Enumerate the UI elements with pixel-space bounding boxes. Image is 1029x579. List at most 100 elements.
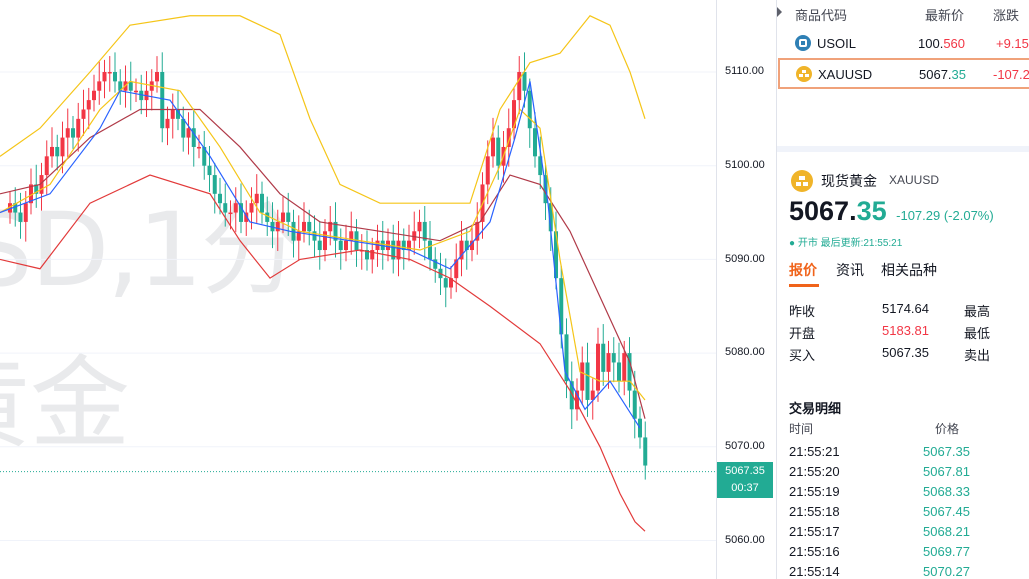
- watchlist-last: 5067.35: [919, 67, 967, 82]
- tab-quote[interactable]: 报价: [789, 262, 817, 278]
- bollinger-upper-line: [0, 15, 646, 204]
- watchlist-col-last[interactable]: 最新价: [925, 8, 965, 23]
- candle-body: [218, 193, 222, 204]
- collapse-icon[interactable]: [777, 7, 787, 17]
- candle-body: [533, 128, 537, 157]
- candle-body: [312, 231, 317, 241]
- candle-body: [365, 250, 369, 260]
- section-divider: [777, 146, 1029, 152]
- candle-body: [71, 128, 75, 138]
- candle-body: [370, 250, 375, 260]
- candle-body: [202, 146, 207, 166]
- candle-body: [606, 353, 611, 372]
- candle-body: [538, 156, 543, 176]
- candle-body: [580, 362, 585, 391]
- candle-body: [512, 100, 516, 129]
- candle-body: [323, 231, 327, 251]
- gold-bars-icon: [796, 66, 812, 82]
- price-axis[interactable]: 5110.00 5100.00 5090.00 5080.00 5070.00 …: [716, 0, 776, 579]
- candle-body: [118, 81, 123, 91]
- candle-body: [18, 212, 23, 222]
- candle-body: [590, 390, 595, 400]
- candle-body: [401, 240, 406, 251]
- candlestick-chart[interactable]: SD,1分 黄金: [0, 0, 716, 579]
- candle-body: [617, 362, 621, 382]
- candle-body: [244, 212, 249, 222]
- candle-body: [433, 259, 438, 269]
- candle-body: [449, 278, 453, 288]
- candle-body: [559, 278, 564, 335]
- detail-tabs: 报价 资讯 相关品种: [789, 258, 1029, 287]
- chart-canvas[interactable]: [0, 0, 716, 579]
- candle-body: [39, 175, 44, 194]
- trade-price: 5068.33: [923, 484, 970, 499]
- candle-body: [55, 146, 60, 157]
- candle-body: [23, 203, 28, 222]
- candle-body: [611, 353, 616, 363]
- tab-related[interactable]: 相关品种: [881, 262, 937, 278]
- candle-body: [34, 184, 39, 194]
- candle-body: [50, 146, 54, 157]
- symbol-code: XAUUSD: [889, 173, 940, 187]
- candle-body: [13, 203, 18, 213]
- candle-body: [254, 193, 259, 204]
- watchlist-row-xauusd[interactable]: XAUUSD 5067.35 -107.2: [778, 58, 1029, 89]
- candle-body: [601, 343, 606, 372]
- candle-body: [113, 72, 117, 82]
- bollinger-lower-line: [0, 174, 646, 532]
- candle-body: [212, 175, 217, 194]
- candle-body: [155, 72, 159, 82]
- candle-body: [643, 437, 648, 466]
- symbol-detail-header: 现货黄金 XAUUSD: [791, 170, 1029, 192]
- candle-body: [548, 203, 553, 232]
- gold-bars-icon: [791, 170, 813, 192]
- candle-body: [265, 212, 270, 222]
- watchlist-col-symbol[interactable]: 商品代码: [795, 8, 848, 23]
- candle-body: [134, 90, 138, 93]
- bar-countdown: 00:37: [731, 482, 759, 494]
- candle-body: [170, 109, 175, 119]
- candle-body: [454, 259, 459, 279]
- candle-body: [485, 156, 490, 185]
- watchlist-col-change[interactable]: 涨跌: [993, 8, 1020, 23]
- trade-time: 21:55:19: [789, 484, 840, 499]
- price-tick: 5070.00: [725, 440, 765, 452]
- candle-body: [443, 278, 448, 288]
- candle-body: [296, 231, 301, 241]
- oil-icon: [795, 35, 811, 51]
- trade-price: 5069.77: [923, 544, 970, 559]
- last-price-value: 5067.35: [725, 465, 765, 477]
- candle-body: [81, 109, 86, 119]
- watchlist-change: -107.2: [993, 67, 1029, 82]
- candle-body: [8, 203, 12, 213]
- candle-body: [417, 221, 422, 232]
- candle-body: [622, 353, 627, 382]
- trade-row: 21:55:16 5069.77: [789, 544, 1029, 564]
- candle-body: [349, 231, 354, 241]
- candle-body: [302, 221, 306, 232]
- candle-body: [407, 240, 411, 251]
- candle-body: [29, 184, 33, 204]
- market-status: ● 开市 最后更新:21:55:21: [789, 238, 903, 249]
- trade-price: 5067.35: [923, 444, 970, 459]
- candle-body: [60, 137, 65, 157]
- watchlist-row-usoil[interactable]: USOIL 100.560 +9.15: [777, 28, 1029, 59]
- trade-price: 5067.45: [923, 504, 970, 519]
- candle-body: [223, 203, 228, 213]
- candle-body: [517, 72, 522, 101]
- watchlist-change: +9.15: [996, 36, 1029, 51]
- candle-body: [307, 221, 312, 232]
- quote-row: 昨收 5174.64 最高: [789, 301, 991, 319]
- candle-body: [107, 72, 112, 74]
- watchlist-last: 100.560: [918, 36, 966, 51]
- trade-time: 21:55:18: [789, 504, 840, 519]
- candle-body: [165, 118, 170, 129]
- tab-news[interactable]: 资讯: [836, 262, 864, 278]
- candle-body: [585, 362, 590, 400]
- candle-body: [317, 240, 322, 251]
- candle-body: [186, 128, 191, 138]
- trade-price: 5067.81: [923, 464, 970, 479]
- last-price-label: 5067.35 00:37: [717, 462, 773, 498]
- candle-body: [333, 221, 338, 241]
- right-sidebar: 商品代码 最新价 涨跌 USOIL 100.560 +9.15 XAUUSD 5…: [776, 0, 1029, 579]
